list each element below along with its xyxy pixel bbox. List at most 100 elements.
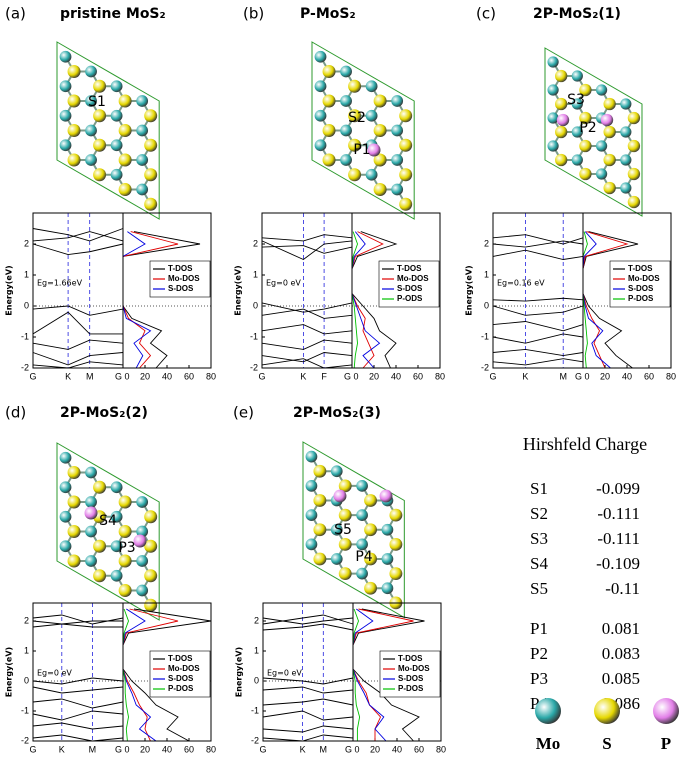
k-point-label: K <box>522 371 528 381</box>
band <box>32 620 123 625</box>
y-tick-label: -1 <box>251 705 259 715</box>
dos-curve <box>582 231 629 369</box>
panel-label: (d) <box>5 404 26 422</box>
band <box>262 614 354 625</box>
mo-atom <box>381 582 394 595</box>
mo-atom <box>110 481 123 494</box>
s-atom <box>579 167 592 181</box>
x-tick-label: 0 <box>584 371 589 381</box>
s-atom <box>118 525 132 538</box>
dos-curve <box>351 231 384 369</box>
mo-atom <box>340 154 352 166</box>
y-tick-label: -1 <box>21 331 29 341</box>
s-atom <box>603 97 616 111</box>
k-point-label: G <box>115 371 122 381</box>
band <box>32 352 124 366</box>
dos-curve <box>122 608 157 742</box>
mo-atom <box>356 538 368 551</box>
band <box>261 308 353 319</box>
row-value: 0.081 <box>602 619 640 638</box>
x-tick-label: 60 <box>413 371 423 381</box>
dos-curve <box>352 608 361 741</box>
s-atom <box>67 466 81 479</box>
k-point-label: K <box>59 744 65 754</box>
row-label: S1 <box>530 479 548 498</box>
s-atom <box>399 168 413 182</box>
y-tick-label: -2 <box>481 362 489 372</box>
y-tick-label: 2 <box>254 615 259 625</box>
mo-atom <box>85 124 97 137</box>
band <box>492 234 584 245</box>
k-point-label: G <box>258 371 265 381</box>
y-tick-label: 1 <box>253 269 258 279</box>
mo-atom <box>110 569 123 582</box>
s-atom <box>118 153 132 167</box>
mo-atom <box>110 168 123 181</box>
mo-atom <box>110 510 123 523</box>
row-value: 0.083 <box>602 644 640 663</box>
legend-label: Mo-DOS <box>168 274 200 283</box>
mo-atom <box>314 109 327 122</box>
row-label: S2 <box>530 504 548 523</box>
y-axis-label: Energy(eV) <box>465 265 474 315</box>
s-atom <box>348 138 362 152</box>
s-atom <box>399 138 413 152</box>
s-atom <box>67 153 81 167</box>
s-atom <box>389 508 403 522</box>
gap-label: Eg=0 eV <box>267 669 302 678</box>
s-atom <box>144 168 158 182</box>
mo-atom <box>620 182 632 194</box>
x-tick-label: 80 <box>435 371 445 381</box>
y-tick-label: -1 <box>481 331 489 341</box>
mo-atom <box>391 154 404 166</box>
s-atom <box>144 539 158 553</box>
mo-atom <box>365 168 378 181</box>
y-tick-label: 1 <box>24 645 29 655</box>
legend-label: Mo-DOS <box>168 664 200 673</box>
s-atom <box>348 168 362 182</box>
dos-curve <box>122 231 201 369</box>
gap-label: Eg=0 eV <box>266 279 301 288</box>
s-atom <box>364 581 377 595</box>
mo-atom <box>595 140 608 152</box>
dos-curve <box>582 231 639 369</box>
x-tick-label: 60 <box>644 371 654 381</box>
mo-atom <box>547 112 559 124</box>
s-atom <box>67 554 81 568</box>
mo-atom <box>330 553 343 565</box>
band <box>262 677 354 685</box>
x-tick-label: 40 <box>622 371 632 381</box>
row-label: S3 <box>530 529 548 548</box>
panel-label: (c) <box>476 5 496 23</box>
p-atom <box>84 506 98 520</box>
s-atom <box>603 181 616 195</box>
dos-curve <box>122 608 129 742</box>
s-atom <box>338 567 352 581</box>
s-atom <box>93 79 107 93</box>
y-tick-label: 0 <box>24 675 29 685</box>
y-axis-label: Energy(eV) <box>5 265 14 315</box>
s-atom <box>555 97 568 111</box>
y-tick-label: -2 <box>21 735 29 745</box>
s-atom <box>93 539 107 553</box>
s-atom <box>313 494 327 507</box>
mo-atom <box>305 450 318 463</box>
mo-atom <box>620 154 632 166</box>
mo-atom <box>391 95 404 107</box>
y-tick-label: 2 <box>253 238 258 248</box>
y-tick-label: -1 <box>21 705 29 715</box>
mo-atom <box>340 124 352 137</box>
s-atom <box>579 111 592 125</box>
s-atom <box>627 111 641 125</box>
band <box>32 677 124 685</box>
s-atom <box>67 65 81 78</box>
site-label: P3 <box>118 540 135 556</box>
site-label: S1 <box>88 94 106 110</box>
mo-atom <box>59 109 72 122</box>
x-tick-label: 20 <box>140 744 150 754</box>
s-atom <box>627 139 641 153</box>
band <box>492 240 584 248</box>
dos-curve <box>122 608 212 742</box>
s-atom <box>338 479 352 493</box>
band <box>261 245 353 254</box>
